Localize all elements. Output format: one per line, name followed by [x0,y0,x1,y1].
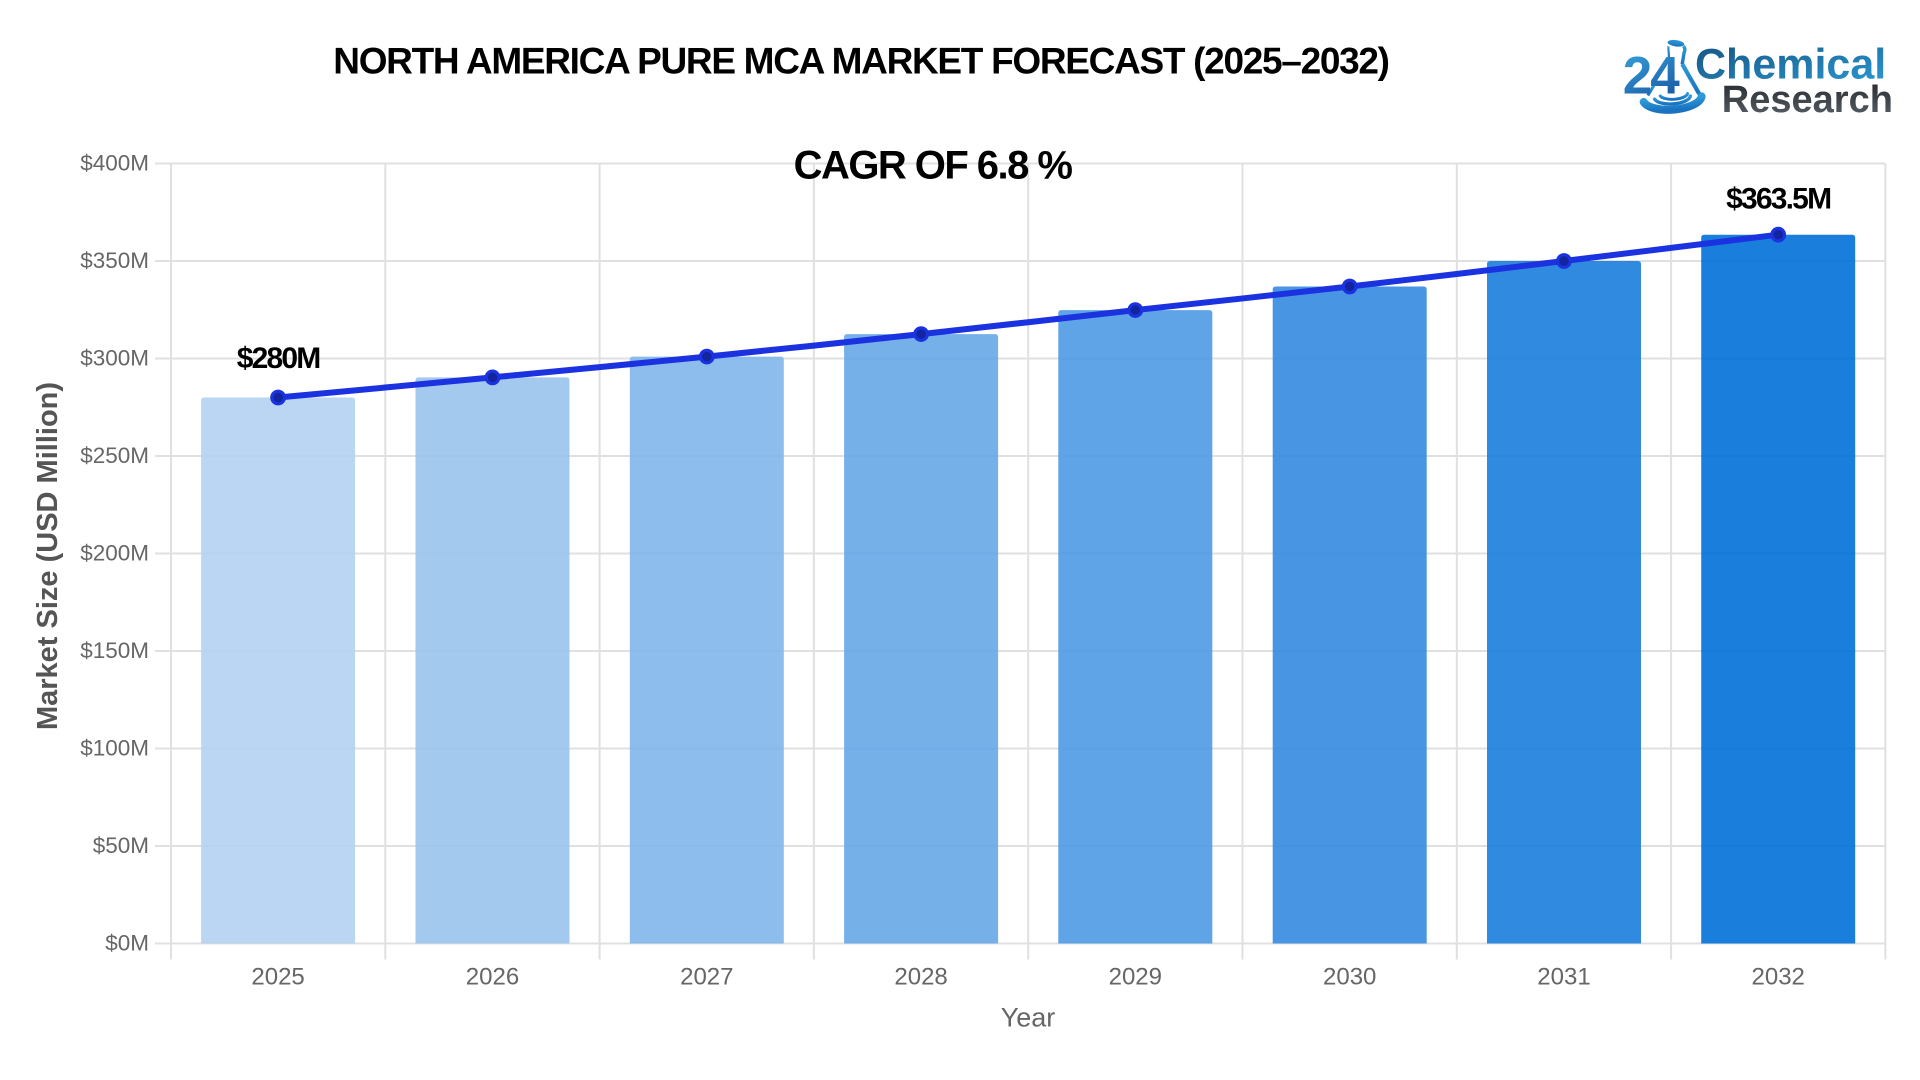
svg-text:2028: 2028 [894,964,947,991]
svg-text:$200M: $200M [80,541,149,566]
svg-text:Year: Year [1001,1003,1056,1033]
svg-text:2027: 2027 [680,964,733,991]
svg-text:2025: 2025 [251,964,304,991]
svg-text:Market Size (USD Million): Market Size (USD Million) [32,382,64,730]
svg-text:$350M: $350M [80,248,149,273]
svg-text:2029: 2029 [1109,964,1162,991]
svg-text:Research: Research [1722,79,1893,121]
svg-text:$280M: $280M [237,342,320,375]
svg-text:$363.5M: $363.5M [1726,182,1830,215]
svg-text:$400M: $400M [80,151,149,176]
svg-text:2026: 2026 [466,964,519,991]
svg-text:$50M: $50M [93,833,149,858]
svg-text:$0M: $0M [105,931,149,956]
svg-text:$250M: $250M [80,443,149,468]
svg-text:$150M: $150M [80,638,149,663]
svg-text:24: 24 [1623,47,1680,106]
svg-text:2032: 2032 [1752,964,1805,991]
svg-text:2031: 2031 [1537,964,1590,991]
svg-text:$300M: $300M [80,346,149,371]
svg-text:CAGR OF 6.8 %: CAGR OF 6.8 % [794,143,1073,187]
svg-text:Chemical: Chemical [1695,41,1886,89]
svg-text:2030: 2030 [1323,964,1376,991]
svg-text:$100M: $100M [80,736,149,761]
svg-text:NORTH AMERICA PURE MCA MARKET: NORTH AMERICA PURE MCA MARKET FORECAST (… [333,41,1388,82]
